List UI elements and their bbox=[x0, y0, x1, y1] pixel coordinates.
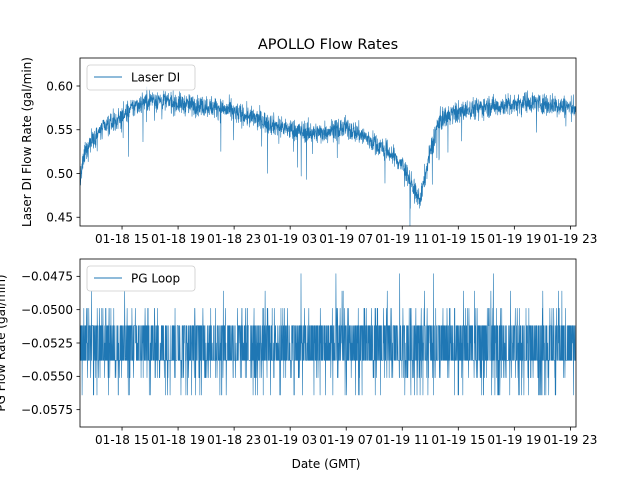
laser-di-y-ticks: 0.45 0.50 0.55 0.60 bbox=[46, 79, 80, 225]
pg-loop-x-tick-label: 01-18 23 bbox=[207, 433, 261, 447]
laser-di-x-tick-label: 01-18 19 bbox=[151, 232, 205, 246]
pg-loop-x-tick-label: 01-18 15 bbox=[95, 433, 149, 447]
laser-di-series bbox=[80, 86, 576, 226]
pg-loop-y-tick-label: −0.0550 bbox=[21, 370, 73, 384]
laser-di-y-tick-label: 0.45 bbox=[46, 211, 73, 225]
pg-loop-y-tick-label: −0.0575 bbox=[21, 403, 73, 417]
laser-di-plot-frame bbox=[79, 57, 577, 227]
laser-di-y-tick-label: 0.50 bbox=[46, 167, 73, 181]
laser-di-x-tick-label: 01-19 03 bbox=[263, 232, 317, 246]
pg-loop-legend: PG Loop bbox=[86, 265, 196, 292]
laser-di-panel: 01-18 15 01-18 19 01-18 23 01-19 03 01-19 07… bbox=[20, 57, 597, 246]
pg-loop-x-tick-label: 01-19 15 bbox=[431, 433, 485, 447]
pg-loop-x-tick-label: 01-18 19 bbox=[151, 433, 205, 447]
pg-loop-series bbox=[80, 273, 576, 396]
pg-loop-panel: 01-18 15 01-18 19 01-18 23 01-19 03 01-19 07… bbox=[0, 258, 597, 471]
laser-di-x-tick-label: 01-18 15 bbox=[95, 232, 149, 246]
pg-loop-y-axis-label: PG Flow Rate (gal/min) bbox=[0, 274, 8, 411]
pg-loop-x-tick-label: 01-19 19 bbox=[487, 433, 541, 447]
laser-di-y-axis-label: Laser DI Flow Rate (gal/min) bbox=[20, 57, 34, 227]
laser-di-legend-box bbox=[86, 64, 196, 91]
pg-loop-x-tick-label: 01-19 23 bbox=[543, 433, 597, 447]
pg-loop-y-tick-label: −0.0525 bbox=[21, 336, 73, 350]
laser-di-x-tick-label: 01-18 23 bbox=[207, 232, 261, 246]
pg-loop-x-axis-label: Date (GMT) bbox=[292, 457, 361, 471]
pg-loop-x-ticks: 01-18 15 01-18 19 01-18 23 01-19 03 01-19 07… bbox=[95, 427, 597, 447]
pg-loop-x-tick-label: 01-19 03 bbox=[263, 433, 317, 447]
pg-loop-x-tick-label: 01-19 07 bbox=[319, 433, 373, 447]
chart-title: APOLLO Flow Rates bbox=[258, 37, 398, 53]
laser-di-x-tick-label: 01-19 23 bbox=[543, 232, 597, 246]
pg-loop-plot-frame bbox=[79, 258, 577, 428]
laser-di-x-tick-label: 01-19 15 bbox=[431, 232, 485, 246]
laser-di-legend-label: Laser DI bbox=[131, 71, 180, 85]
laser-di-legend: Laser DI bbox=[86, 64, 196, 91]
laser-di-y-tick-label: 0.60 bbox=[46, 79, 73, 93]
pg-loop-legend-label: PG Loop bbox=[131, 272, 180, 286]
laser-di-x-ticks: 01-18 15 01-18 19 01-18 23 01-19 03 01-19 07… bbox=[95, 226, 597, 246]
laser-di-series-line bbox=[80, 86, 576, 226]
pg-loop-y-ticks: −0.0575 −0.0550 −0.0525 −0.0500 −0.0475 bbox=[21, 270, 80, 417]
laser-di-x-tick-label: 01-19 11 bbox=[375, 232, 429, 246]
laser-di-y-tick-label: 0.55 bbox=[46, 123, 73, 137]
laser-di-x-tick-label: 01-19 07 bbox=[319, 232, 373, 246]
pg-loop-y-tick-label: −0.0475 bbox=[21, 270, 73, 284]
pg-loop-legend-box bbox=[86, 265, 196, 292]
pg-loop-y-tick-label: −0.0500 bbox=[21, 303, 73, 317]
laser-di-x-tick-label: 01-19 19 bbox=[487, 232, 541, 246]
pg-loop-series-line bbox=[80, 273, 576, 396]
pg-loop-x-tick-label: 01-19 11 bbox=[375, 433, 429, 447]
